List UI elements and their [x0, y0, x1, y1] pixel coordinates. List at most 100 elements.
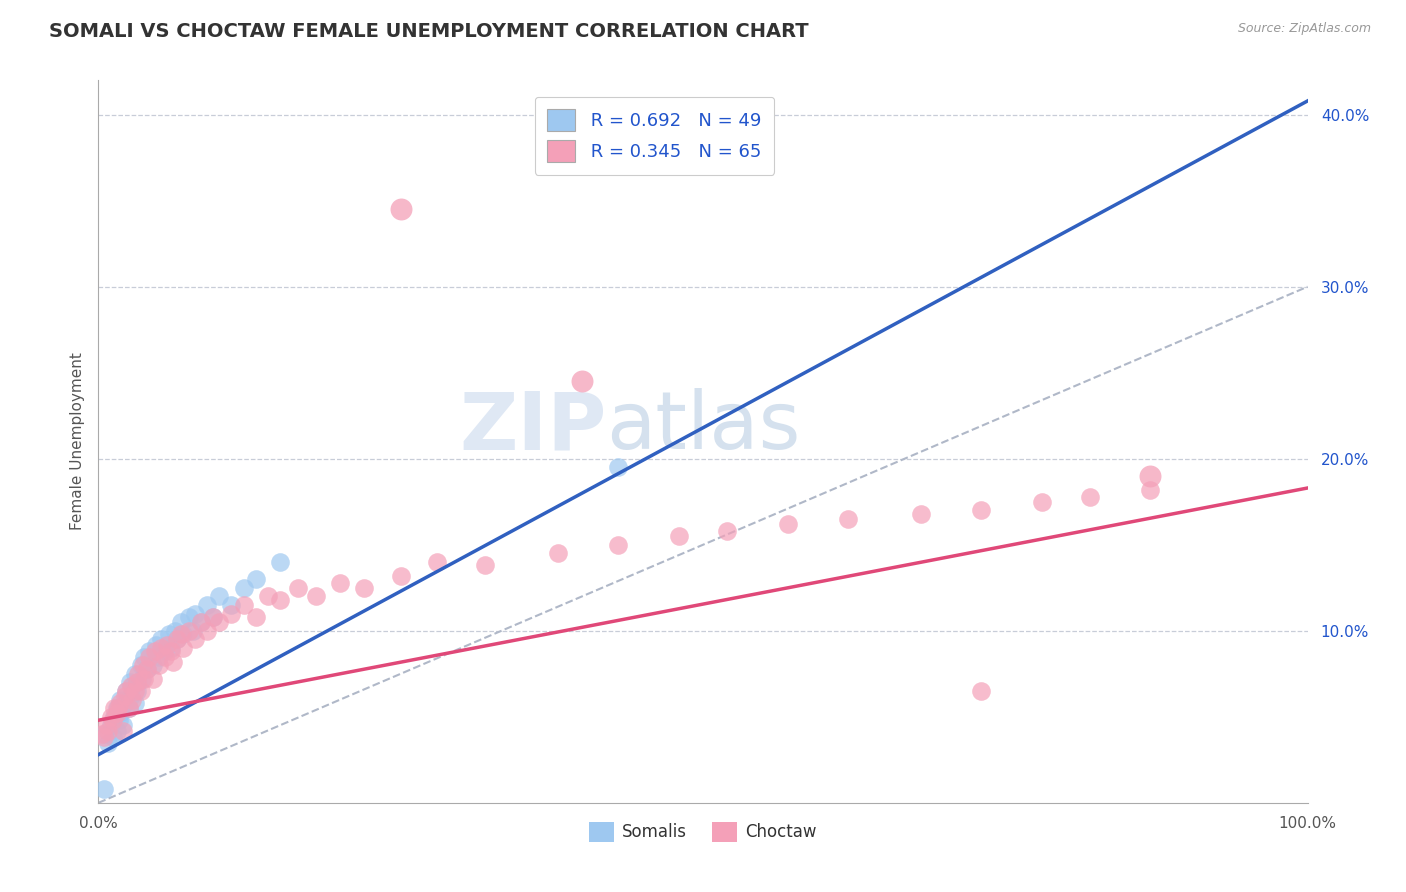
Point	[145, 638, 167, 652]
Point	[195, 624, 218, 638]
Point	[150, 640, 173, 655]
Point	[108, 696, 131, 710]
Point	[118, 701, 141, 715]
Point	[105, 723, 128, 738]
Point	[184, 607, 207, 621]
Point	[426, 555, 449, 569]
Point	[101, 731, 124, 745]
Point	[118, 701, 141, 715]
Point	[837, 512, 859, 526]
Point	[269, 592, 291, 607]
Point	[153, 644, 176, 658]
Point	[142, 658, 165, 673]
Point	[160, 640, 183, 655]
Point	[547, 546, 569, 560]
Point	[190, 615, 212, 630]
Point	[157, 627, 180, 641]
Point	[232, 581, 254, 595]
Point	[129, 658, 152, 673]
Point	[329, 575, 352, 590]
Point	[1031, 494, 1053, 508]
Point	[179, 624, 201, 638]
Point	[389, 568, 412, 582]
Y-axis label: Female Unemployment: Female Unemployment	[69, 352, 84, 531]
Point	[148, 649, 170, 664]
Point	[120, 679, 142, 693]
Point	[97, 723, 120, 738]
Point	[160, 644, 183, 658]
Point	[96, 718, 118, 732]
Point	[166, 632, 188, 647]
Point	[474, 558, 496, 573]
Point	[97, 735, 120, 749]
Point	[776, 517, 799, 532]
Text: Source: ZipAtlas.com: Source: ZipAtlas.com	[1237, 22, 1371, 36]
Point	[169, 627, 191, 641]
Point	[103, 701, 125, 715]
Point	[970, 503, 993, 517]
Point	[124, 684, 146, 698]
Point	[131, 672, 153, 686]
Point	[93, 731, 115, 745]
Point	[110, 705, 132, 719]
Point	[101, 713, 124, 727]
Point	[221, 607, 243, 621]
Point	[208, 615, 231, 630]
Point	[129, 684, 152, 698]
Point	[389, 202, 412, 217]
Point	[115, 684, 138, 698]
Point	[93, 782, 115, 797]
Point	[256, 590, 278, 604]
Point	[142, 672, 165, 686]
Point	[105, 706, 128, 721]
Point	[91, 727, 114, 741]
Point	[121, 679, 143, 693]
Point	[114, 696, 136, 710]
Point	[202, 610, 225, 624]
Point	[179, 610, 201, 624]
Point	[124, 666, 146, 681]
Point	[221, 598, 243, 612]
Point	[135, 662, 157, 676]
Point	[1139, 469, 1161, 483]
Point	[127, 666, 149, 681]
Point	[1078, 490, 1101, 504]
Point	[269, 555, 291, 569]
Text: SOMALI VS CHOCTAW FEMALE UNEMPLOYMENT CORRELATION CHART: SOMALI VS CHOCTAW FEMALE UNEMPLOYMENT CO…	[49, 22, 808, 41]
Point	[190, 615, 212, 630]
Point	[134, 672, 156, 686]
Point	[121, 692, 143, 706]
Point	[135, 662, 157, 676]
Point	[195, 598, 218, 612]
Point	[181, 624, 204, 638]
Point	[571, 375, 593, 389]
Point	[1139, 483, 1161, 497]
Point	[114, 689, 136, 703]
Point	[127, 675, 149, 690]
Point	[115, 684, 138, 698]
Point	[138, 644, 160, 658]
Point	[156, 638, 179, 652]
Point	[162, 655, 184, 669]
Point	[166, 632, 188, 647]
Point	[287, 581, 309, 595]
Text: ZIP: ZIP	[458, 388, 606, 467]
Point	[245, 572, 267, 586]
Point	[172, 627, 194, 641]
Point	[132, 658, 155, 673]
Point	[910, 507, 932, 521]
Point	[143, 644, 166, 658]
Point	[93, 727, 115, 741]
Point	[134, 649, 156, 664]
Point	[111, 723, 134, 738]
Point	[120, 689, 142, 703]
Point	[202, 610, 225, 624]
Point	[100, 718, 122, 732]
Point	[108, 713, 131, 727]
Point	[150, 632, 173, 647]
Point	[232, 598, 254, 612]
Point	[100, 710, 122, 724]
Point	[208, 590, 231, 604]
Point	[127, 684, 149, 698]
Point	[153, 649, 176, 664]
